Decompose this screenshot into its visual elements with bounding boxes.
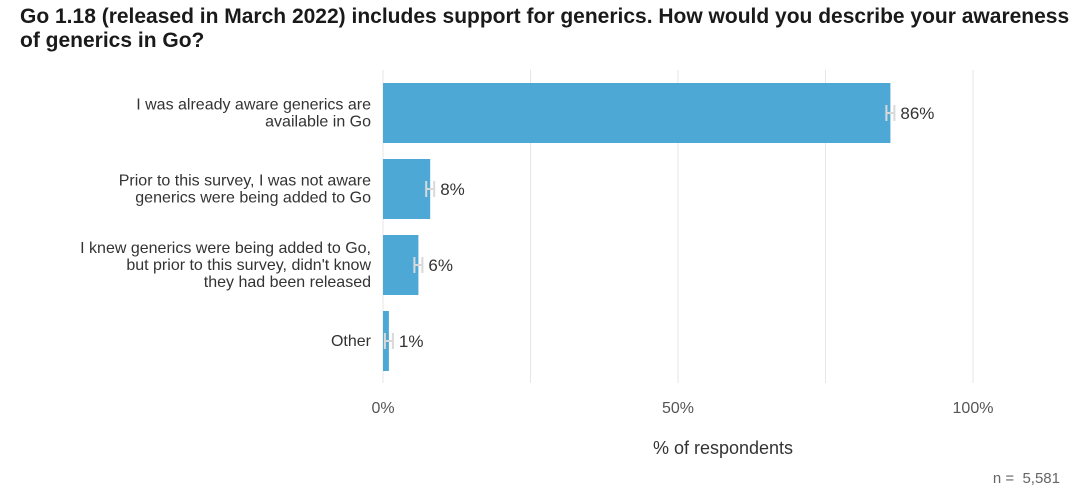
category-label: I was already aware generics are: [136, 97, 371, 114]
x-axis-label: % of respondents: [653, 438, 793, 458]
category-label: they had been released: [204, 274, 371, 291]
category-label: Prior to this survey, I was not aware: [119, 173, 371, 190]
x-tick-label: 100%: [953, 400, 994, 417]
category-label: I knew generics were being added to Go,: [80, 240, 371, 257]
sample-size-note: n = 5,581: [992, 470, 1060, 487]
bar: [383, 159, 431, 219]
data-label: 8%: [440, 180, 465, 199]
category-label: Other: [331, 333, 372, 350]
data-label: 6%: [428, 256, 453, 275]
x-tick-label: 50%: [662, 400, 694, 417]
bar: [383, 235, 419, 295]
chart-title: Go 1.18 (released in March 2022) include…: [20, 5, 1070, 52]
x-tick-label: 0%: [371, 400, 394, 417]
category-label: but prior to this survey, didn't know: [126, 257, 371, 274]
data-label: 1%: [399, 332, 424, 351]
bar: [383, 83, 891, 143]
category-label: available in Go: [265, 114, 371, 131]
category-label: generics were being added to Go: [135, 190, 371, 207]
data-label: 86%: [900, 104, 934, 123]
